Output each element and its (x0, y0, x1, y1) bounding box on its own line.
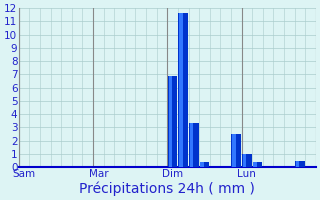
Bar (231, 134, 241, 167)
Bar (200, 162, 204, 167)
Bar (179, 13, 183, 167)
Bar (190, 123, 193, 167)
Bar (253, 162, 257, 167)
Bar (168, 76, 177, 167)
Bar (232, 134, 236, 167)
Bar (295, 161, 305, 167)
Bar (189, 123, 199, 167)
Bar (179, 13, 188, 167)
Bar (296, 161, 299, 167)
Bar (169, 76, 172, 167)
Bar (243, 154, 246, 167)
Bar (253, 162, 262, 167)
X-axis label: Précipitations 24h ( mm ): Précipitations 24h ( mm ) (79, 181, 255, 196)
Bar (242, 154, 252, 167)
Bar (200, 162, 209, 167)
